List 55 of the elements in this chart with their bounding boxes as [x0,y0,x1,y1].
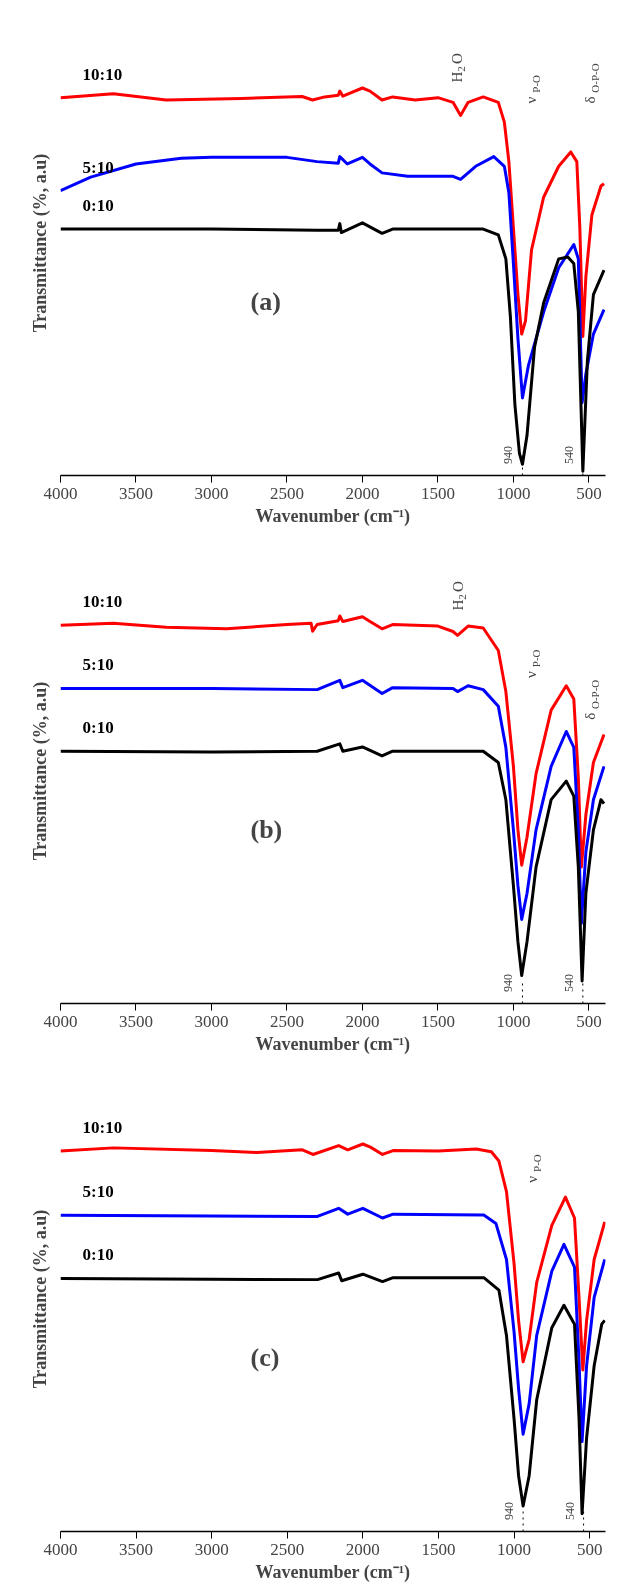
ref-line-label: 540 [561,445,576,464]
y-axis-title: Transmittance (%, a.u) [29,1209,51,1389]
x-tick-label: 2000 [345,1011,380,1031]
x-tick-label: 500 [576,483,602,503]
x-tick-label: 3000 [194,1539,229,1559]
ref-line-label: 940 [501,445,516,464]
series-label: 10:10 [82,1117,123,1137]
x-tick-label: 500 [576,1011,602,1031]
annotation: (b) [250,814,283,844]
x-axis-title: Wavenumber (cm⁻¹) [255,1033,411,1055]
x-axis-title: Wavenumber (cm⁻¹) [255,1561,411,1583]
x-tick-label: 1000 [496,1011,531,1031]
annotation: (a) [250,286,281,316]
x-tick-label: 2000 [345,1539,380,1559]
text: H2O [449,581,469,611]
x-tick-label: 1500 [421,1539,456,1559]
x-tick-label: 4000 [43,1539,78,1559]
x-tick-label: 2500 [270,1539,305,1559]
y-axis-title: Transmittance (%, a.u) [29,153,51,333]
x-tick-label: 4000 [43,483,78,503]
x-tick-label: 3500 [118,483,153,503]
annotation: (c) [250,1342,280,1372]
series-label: 0:10 [82,718,114,738]
series-label: 5:10 [82,655,114,675]
x-tick-label: 1500 [420,1011,455,1031]
ref-line-label: 540 [561,973,576,992]
x-axis-title: Wavenumber (cm⁻¹) [255,505,411,527]
x-tick-label: 1000 [497,1539,532,1559]
x-tick-label: 3500 [119,1539,154,1559]
text: H2O [448,53,468,83]
x-tick-label: 3000 [194,483,229,503]
x-tick-label: 3500 [118,1011,153,1031]
annotation: νP-O [523,649,543,678]
ref-line-label: 540 [562,1501,577,1520]
y-axis-title: Transmittance (%, a.u) [29,681,51,861]
annotation: δO-P-O [582,63,602,104]
series-label: 0:10 [82,196,114,216]
series-label: 10:10 [82,592,123,612]
annotation: νP-O [524,1154,544,1183]
x-tick-label: 1500 [420,483,455,503]
series-label: 5:10 [82,157,114,177]
x-tick-label: 3000 [194,1011,229,1031]
series-label: 0:10 [82,1245,114,1265]
x-tick-label: 2000 [345,483,380,503]
x-tick-label: 500 [576,1539,603,1559]
ref-line-label: 940 [502,1501,517,1520]
x-tick-label: 2500 [269,1011,304,1031]
x-tick-label: 2500 [269,483,304,503]
x-tick-label: 4000 [43,1011,78,1031]
annotation: νP-O [523,74,543,104]
series-label: 5:10 [82,1182,114,1202]
x-tick-label: 1000 [496,483,531,503]
series-label: 10:10 [82,64,123,84]
ref-line-label: 940 [501,973,516,992]
annotation: δO-P-O [582,679,602,720]
